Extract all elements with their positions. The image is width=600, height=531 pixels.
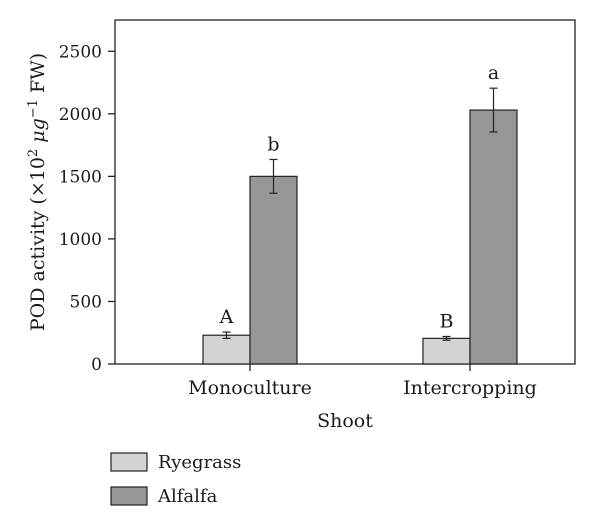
bar bbox=[249, 175, 298, 365]
y-tick-label: 2500 bbox=[59, 42, 102, 62]
y-tick-label: 0 bbox=[91, 355, 102, 375]
legend-label: Alfalfa bbox=[157, 486, 218, 507]
y-axis-label-sup1: 2 bbox=[26, 149, 41, 157]
legend: Ryegrass Alfalfa bbox=[110, 452, 241, 507]
y-axis-label: POD activity (×102 μg−1 FW) bbox=[26, 53, 49, 331]
bar bbox=[469, 109, 518, 365]
x-tick-label: Intercropping bbox=[403, 377, 537, 399]
significance-label: b bbox=[267, 133, 279, 155]
y-axis-label-sup2: −1 bbox=[26, 99, 41, 118]
bars bbox=[202, 87, 518, 365]
y-tick-label: 500 bbox=[70, 292, 102, 312]
significance-label: a bbox=[488, 62, 499, 84]
significance-label: A bbox=[219, 306, 234, 328]
y-axis-label-prefix: POD activity (×10 bbox=[27, 157, 49, 331]
plot-frame bbox=[114, 19, 576, 365]
legend-swatch bbox=[110, 452, 148, 472]
y-tick-label: 1000 bbox=[59, 230, 102, 250]
y-tick-label: 2000 bbox=[59, 105, 102, 125]
significance-label: B bbox=[440, 310, 454, 332]
y-tick-label: 1500 bbox=[59, 167, 102, 187]
bar bbox=[202, 334, 251, 365]
labels: Ab Ba bbox=[219, 62, 500, 332]
y-axis-label-suffix: FW) bbox=[27, 53, 49, 99]
x-tick-label: Monoculture bbox=[188, 377, 312, 399]
legend-label: Ryegrass bbox=[158, 452, 241, 473]
axes: 0 500 1000 1500 2000 2500 Monoculture Intercrop… bbox=[59, 19, 576, 399]
y-axis-label-mid: μg bbox=[27, 118, 49, 149]
x-axis-label: Shoot bbox=[317, 410, 373, 432]
bar bbox=[422, 337, 471, 365]
legend-swatch bbox=[110, 486, 148, 506]
